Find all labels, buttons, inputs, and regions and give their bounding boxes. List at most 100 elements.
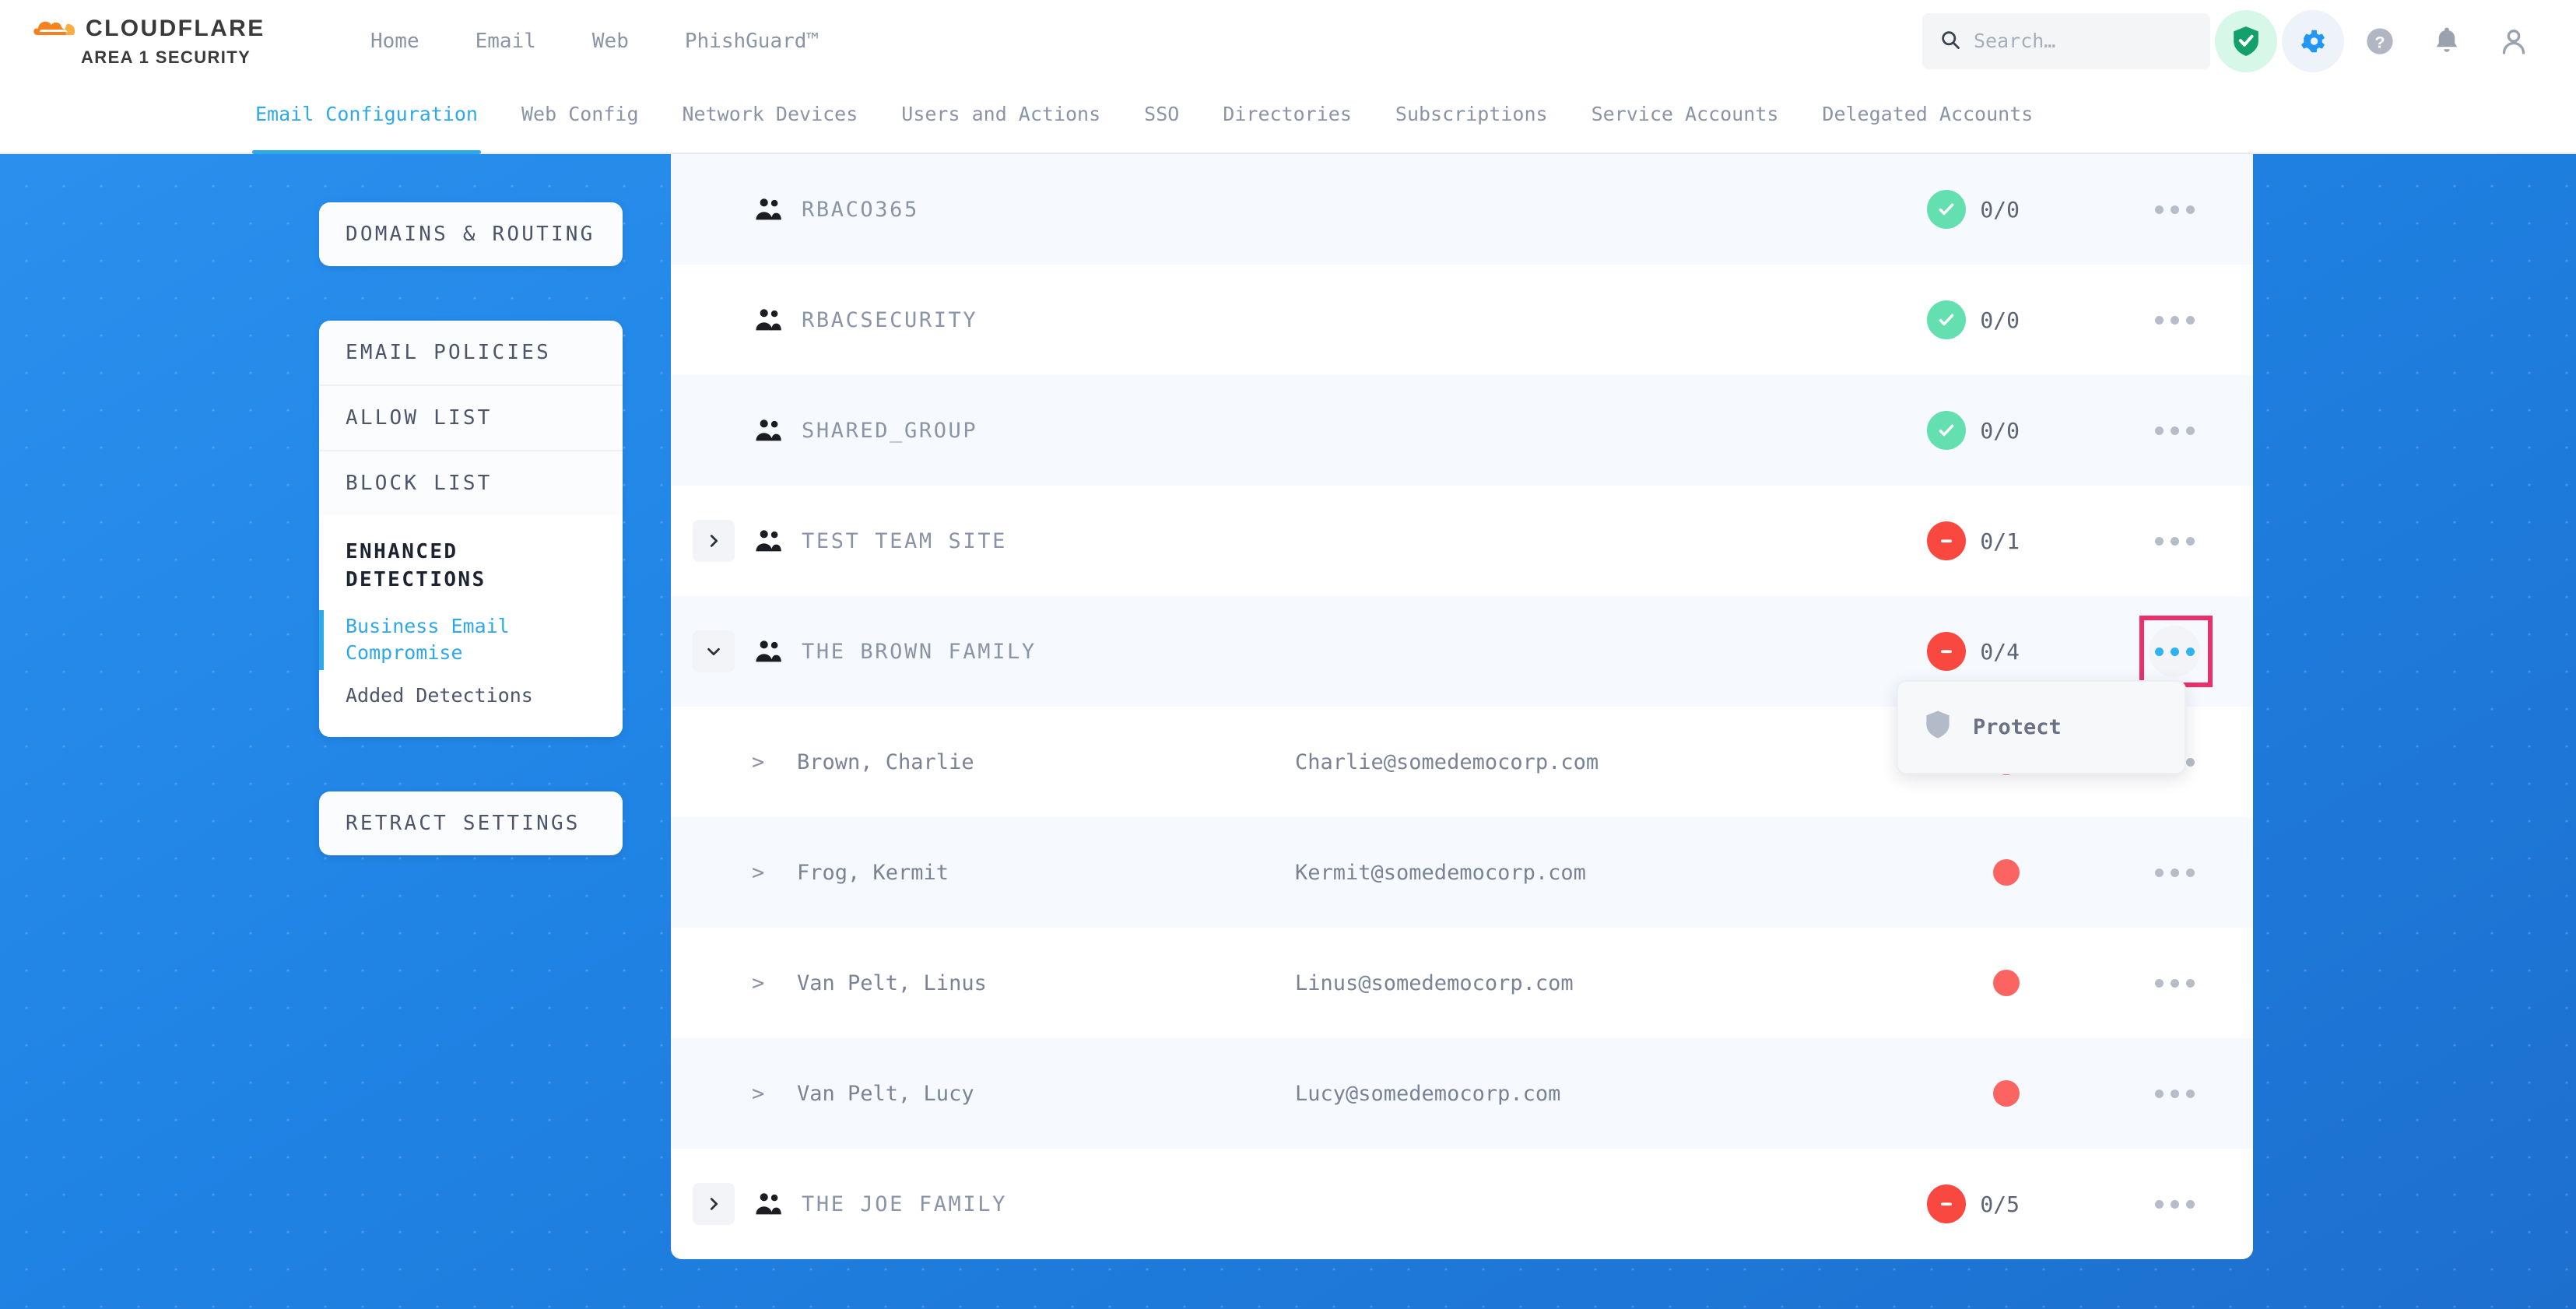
table-row[interactable]: THE JOE FAMILY 0/5 bbox=[671, 1149, 2253, 1259]
nav-item-phishguard[interactable]: PhishGuard™ bbox=[684, 29, 819, 53]
sidebar-item-added-detections[interactable]: Added Detections bbox=[346, 683, 533, 707]
row-more-actions-button[interactable] bbox=[2149, 847, 2200, 898]
notifications-bell-icon[interactable] bbox=[2416, 10, 2478, 72]
gear-icon[interactable] bbox=[2282, 9, 2344, 72]
collapse-row-button[interactable] bbox=[693, 630, 735, 672]
more-dot-icon bbox=[2170, 1089, 2179, 1098]
more-dot-icon bbox=[2170, 978, 2179, 988]
brand-logo[interactable]: CLOUDFLARE AREA 1 SECURITY bbox=[33, 14, 290, 68]
search-box[interactable] bbox=[1922, 12, 2210, 69]
tab-email-configuration[interactable]: Email Configuration bbox=[233, 82, 500, 154]
list-item[interactable]: > Van Pelt, Linus Linus@somedemocorp.com bbox=[671, 928, 2253, 1038]
sidebar-item-domains-routing[interactable]: DOMAINS & ROUTING bbox=[346, 223, 595, 246]
status-badge: 0/0 bbox=[1980, 417, 2020, 444]
member-chevron-icon: > bbox=[752, 749, 765, 774]
table-row[interactable]: RBACSECURITY 0/0 bbox=[671, 265, 2253, 375]
tab-subscriptions[interactable]: Subscriptions bbox=[1395, 103, 1548, 125]
nav-item-home[interactable]: Home bbox=[370, 29, 419, 53]
tab-web-config[interactable]: Web Config bbox=[521, 103, 639, 125]
sidebar-card-policies: EMAIL POLICIES ALLOW LIST BLOCK LIST ENH… bbox=[319, 321, 623, 738]
menu-item-protect[interactable]: Protect bbox=[1898, 694, 2185, 760]
brand-name: CLOUDFLARE bbox=[86, 16, 265, 41]
shield-icon bbox=[1925, 710, 1951, 745]
tab-service-accounts[interactable]: Service Accounts bbox=[1591, 103, 1779, 125]
row-more-actions-button[interactable] bbox=[2149, 626, 2200, 677]
member-email: Charlie@somedemocorp.com bbox=[1295, 749, 1599, 774]
left-sidebar: DOMAINS & ROUTING EMAIL POLICIES ALLOW L… bbox=[319, 202, 623, 910]
member-chevron-icon: > bbox=[752, 970, 765, 995]
row-context-menu: Protect bbox=[1897, 680, 2186, 774]
table-row[interactable]: SHARED_GROUP 0/0 bbox=[671, 375, 2253, 486]
sidebar-item-business-email-compromise[interactable]: Business Email Compromise bbox=[319, 605, 623, 675]
tab-sso[interactable]: SSO bbox=[1144, 103, 1180, 125]
sidebar-group-title: ENHANCED DETECTIONS bbox=[346, 540, 486, 591]
cloudflare-cloud-logo bbox=[33, 14, 76, 44]
more-dot-icon bbox=[2154, 868, 2164, 877]
row-status: 0/0 bbox=[1927, 300, 2020, 339]
sidebar-group-enhanced-detections: ENHANCED DETECTIONS Business Email Compr… bbox=[319, 515, 623, 738]
nav-item-web[interactable]: Web bbox=[591, 29, 629, 53]
tab-directories[interactable]: Directories bbox=[1223, 103, 1352, 125]
group-people-icon bbox=[752, 419, 786, 442]
table-row[interactable]: TEST TEAM SITE 0/1 bbox=[671, 486, 2253, 596]
sidebar-item-block-list[interactable]: BLOCK LIST bbox=[319, 450, 623, 515]
more-dot-icon bbox=[2185, 1199, 2195, 1209]
sidebar-item-retract-settings[interactable]: RETRACT SETTINGS bbox=[346, 812, 581, 836]
search-input[interactable] bbox=[1974, 30, 2193, 52]
row-more-actions-button[interactable] bbox=[2149, 294, 2200, 346]
more-dot-icon bbox=[2170, 868, 2179, 877]
row-status bbox=[1993, 970, 2020, 996]
group-people-icon bbox=[752, 640, 786, 663]
tab-delegated-accounts[interactable]: Delegated Accounts bbox=[1822, 103, 2034, 125]
shield-check-icon[interactable] bbox=[2215, 9, 2277, 72]
more-dot-icon bbox=[2185, 868, 2195, 877]
more-dot-icon bbox=[2154, 647, 2164, 656]
group-name: SHARED_GROUP bbox=[802, 418, 978, 443]
row-more-actions-button[interactable] bbox=[2149, 1178, 2200, 1230]
status-minus-icon bbox=[1927, 632, 1967, 671]
account-avatar-icon[interactable] bbox=[2483, 10, 2545, 72]
search-icon bbox=[1939, 29, 1961, 54]
member-name: Van Pelt, Linus bbox=[797, 970, 987, 995]
row-more-actions-button[interactable] bbox=[2149, 405, 2200, 456]
member-chevron-icon: > bbox=[752, 860, 765, 885]
row-status: 0/0 bbox=[1927, 190, 2020, 229]
more-dot-icon bbox=[2154, 426, 2164, 435]
group-name: RBACO365 bbox=[802, 197, 919, 222]
more-dot-icon bbox=[2154, 536, 2164, 546]
row-status bbox=[1993, 1080, 2020, 1107]
tab-users-and-actions[interactable]: Users and Actions bbox=[901, 103, 1101, 125]
expand-row-button[interactable] bbox=[693, 520, 735, 562]
help-icon[interactable]: ? bbox=[2349, 10, 2411, 72]
status-dot-icon bbox=[1993, 970, 2020, 996]
member-name: Frog, Kermit bbox=[797, 860, 949, 885]
more-dot-icon bbox=[2154, 205, 2164, 214]
more-dot-icon bbox=[2185, 647, 2195, 656]
row-more-actions-button[interactable] bbox=[2149, 515, 2200, 567]
status-badge: 0/4 bbox=[1980, 638, 2020, 665]
sidebar-item-email-policies[interactable]: EMAIL POLICIES bbox=[346, 341, 551, 364]
row-more-actions-button[interactable] bbox=[2149, 184, 2200, 235]
sidebar-item-allow-list[interactable]: ALLOW LIST bbox=[319, 384, 623, 450]
more-dot-icon bbox=[2170, 647, 2179, 656]
more-dot-icon bbox=[2170, 315, 2179, 325]
expand-row-button[interactable] bbox=[693, 1183, 735, 1225]
table-row[interactable]: RBACO365 0/0 bbox=[671, 154, 2253, 265]
row-status: 0/5 bbox=[1927, 1184, 2020, 1223]
groups-table: RBACO365 0/0 RBACSECURITY 0/0 SHARED_GROUP 0/… bbox=[671, 154, 2253, 1259]
list-item[interactable]: > Van Pelt, Lucy Lucy@somedemocorp.com bbox=[671, 1038, 2253, 1149]
more-dot-icon bbox=[2185, 536, 2195, 546]
more-dot-icon bbox=[2185, 757, 2195, 767]
more-dot-icon bbox=[2154, 1199, 2164, 1209]
group-people-icon bbox=[752, 198, 786, 221]
svg-text:?: ? bbox=[2374, 32, 2385, 51]
list-item[interactable]: > Frog, Kermit Kermit@somedemocorp.com bbox=[671, 817, 2253, 928]
status-badge: 0/0 bbox=[1980, 196, 2020, 223]
tab-network-devices[interactable]: Network Devices bbox=[682, 103, 858, 125]
nav-item-email[interactable]: Email bbox=[475, 29, 536, 53]
row-more-actions-button[interactable] bbox=[2149, 1068, 2200, 1119]
top-bar: CLOUDFLARE AREA 1 SECURITY Home Email We… bbox=[0, 0, 2576, 82]
row-more-actions-button[interactable] bbox=[2149, 957, 2200, 1009]
status-badge: 0/0 bbox=[1980, 307, 2020, 333]
member-email: Kermit@somedemocorp.com bbox=[1295, 860, 1586, 885]
